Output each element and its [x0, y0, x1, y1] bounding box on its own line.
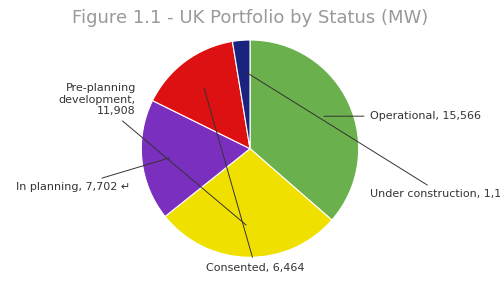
Wedge shape: [250, 40, 358, 220]
Text: Pre-planning
development,
11,908: Pre-planning development, 11,908: [59, 83, 246, 225]
Wedge shape: [152, 41, 250, 149]
Text: Under construction, 1,105: Under construction, 1,105: [246, 72, 500, 199]
Text: Consented, 6,464: Consented, 6,464: [204, 88, 304, 273]
Text: In planning, 7,702 ↵: In planning, 7,702 ↵: [16, 158, 170, 192]
Wedge shape: [165, 149, 332, 257]
Text: Figure 1.1 - UK Portfolio by Status (MW): Figure 1.1 - UK Portfolio by Status (MW): [72, 9, 428, 27]
Wedge shape: [142, 101, 250, 217]
Text: Operational, 15,566: Operational, 15,566: [324, 111, 480, 121]
Wedge shape: [232, 40, 250, 149]
